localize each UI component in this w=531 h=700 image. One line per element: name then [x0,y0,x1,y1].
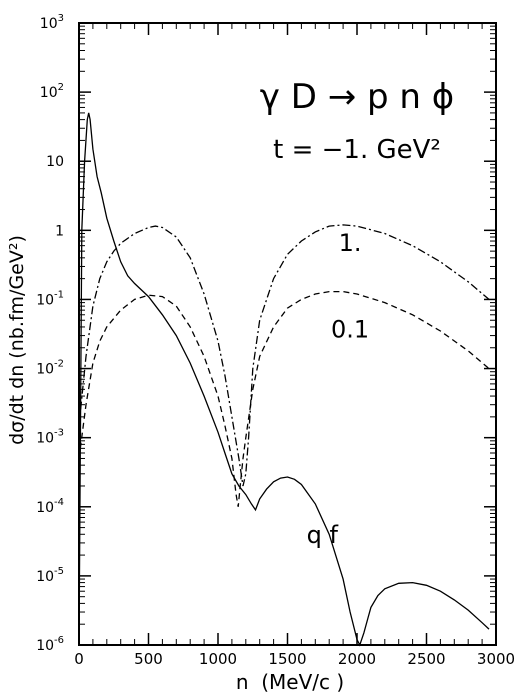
x-axis-label: n (MeV/c ) [236,670,344,694]
y-tick-label: 1 [55,223,64,239]
x-tick-label: 0 [74,650,84,668]
x-tick-label: 3000 [477,650,515,668]
y-tick-label: 10-5 [36,566,64,585]
y-tick-label: 10-6 [36,635,64,654]
chart-title: γ D → p n ϕ [260,77,454,117]
y-tick-labels: 10-6 10-5 10-4 10-3 10-2 10-1 1 10 102 103 [36,13,64,654]
series-lines [78,112,490,647]
curve-annotation: 0.1 [331,316,369,344]
y-tick-label: 10-2 [36,359,64,378]
curve-annotations: 1. 0.1 q f [307,229,370,549]
x-tick-label: 1500 [268,650,306,668]
series-line-dashed [78,290,490,507]
series-line-dashdot [78,224,490,487]
y-tick-label: 10-1 [36,289,64,308]
curve-annotation: 1. [339,229,362,257]
x-tick-label: 2000 [338,650,376,668]
x-tick-label: 2500 [407,650,445,668]
axis-ticks [78,22,497,646]
y-tick-label: 10-3 [36,428,64,447]
chart-subtitle: t = −1. GeV² [273,135,441,165]
y-axis-label: dσ/dt dn (nb.fm/GeV²) [6,235,28,445]
y-tick-label: 10 [46,154,64,170]
x-tick-label: 1000 [199,650,237,668]
x-tick-labels: 0 500 1000 1500 2000 2500 3000 [74,650,515,668]
series-line-solid [78,112,490,647]
x-tick-label: 500 [134,650,163,668]
curve-annotation: q f [307,521,339,549]
y-tick-label: 103 [40,13,64,32]
y-tick-label: 102 [40,82,64,101]
y-tick-label: 10-4 [36,497,64,516]
